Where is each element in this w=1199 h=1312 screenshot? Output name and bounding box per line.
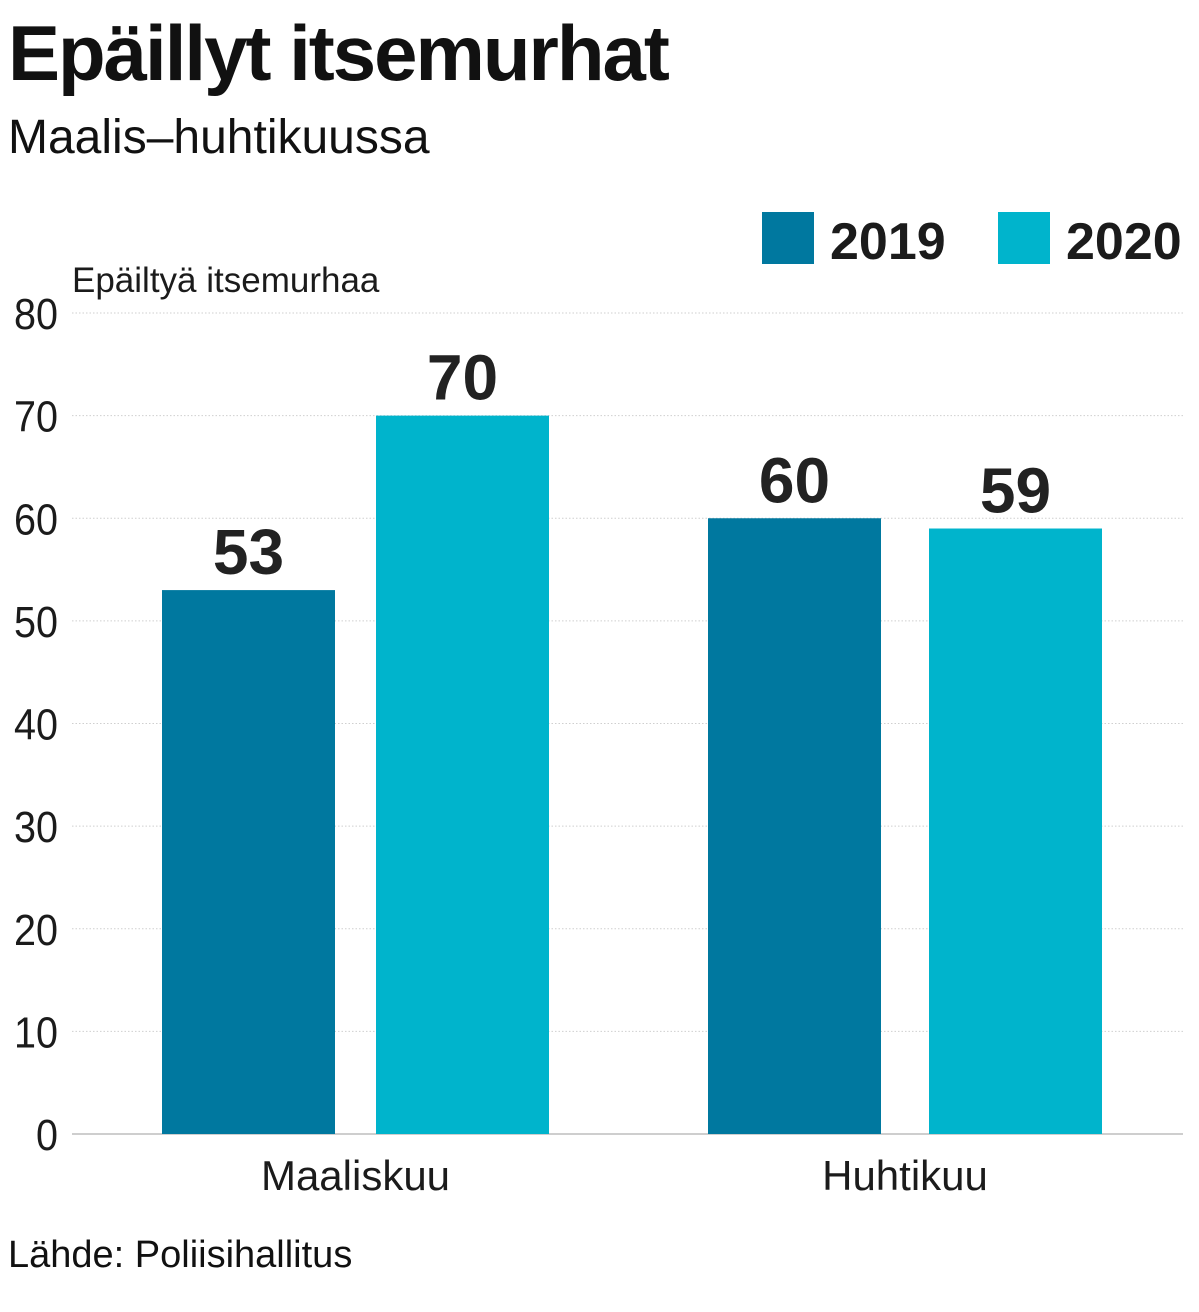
y-tick-label: 40: [14, 701, 58, 750]
bar-2020-maaliskuu: [376, 415, 549, 1134]
x-tick-label: Maaliskuu: [261, 1152, 450, 1199]
data-label: 53: [213, 516, 284, 588]
y-tick-label: 30: [14, 803, 58, 852]
y-tick-label: 70: [14, 393, 58, 442]
data-label: 60: [759, 444, 830, 516]
chart-subtitle: Maalis–huhtikuussa: [8, 111, 430, 164]
x-axis-ticks: Maaliskuu Huhtikuu: [261, 1152, 988, 1199]
bar-2019-huhtikuu: [708, 518, 881, 1134]
bars: [162, 415, 1102, 1134]
source-note: Lähde: Poliisihallitus: [8, 1234, 353, 1276]
chart-title: Epäillyt itsemurhat: [8, 9, 670, 97]
legend-label: 2020: [1066, 213, 1182, 271]
x-tick-label: Huhtikuu: [822, 1152, 988, 1199]
bar-2019-maaliskuu: [162, 590, 335, 1134]
data-label: 70: [427, 342, 498, 414]
legend: 2019 2020: [762, 212, 1182, 271]
data-labels: 53 70 60 59: [213, 342, 1051, 588]
data-label: 59: [980, 455, 1051, 527]
y-tick-label: 20: [14, 906, 58, 955]
y-tick-label: 60: [14, 495, 58, 544]
bar-2020-huhtikuu: [929, 528, 1102, 1134]
y-tick-label: 80: [14, 290, 58, 339]
y-tick-label: 0: [36, 1111, 58, 1160]
legend-swatch: [998, 212, 1050, 264]
y-tick-label: 10: [14, 1008, 58, 1057]
y-tick-label: 50: [14, 598, 58, 647]
legend-label: 2019: [830, 213, 946, 271]
legend-swatch: [762, 212, 814, 264]
y-axis-ticks: 0 10 20 30 40 50 60 70 80: [14, 290, 58, 1160]
y-axis-label: Epäiltyä itsemurhaa: [72, 261, 380, 300]
